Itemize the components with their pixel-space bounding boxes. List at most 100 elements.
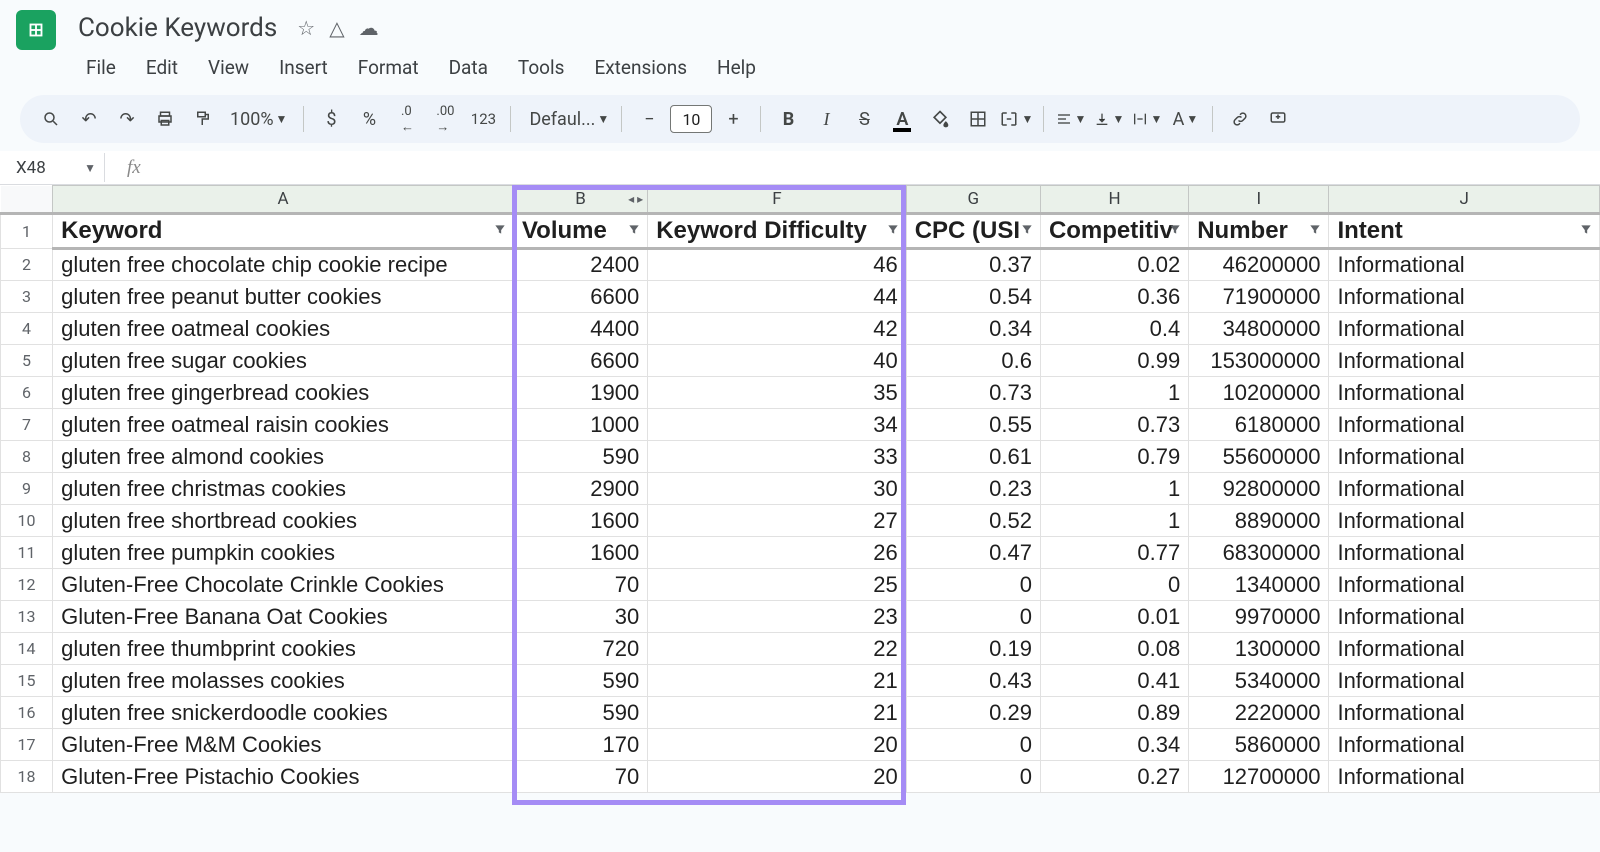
cell[interactable]: 34800000 — [1189, 313, 1329, 345]
cell[interactable]: 4400 — [513, 313, 647, 345]
redo-icon[interactable]: ↷ — [110, 102, 144, 136]
cell[interactable]: 0.43 — [906, 665, 1040, 697]
cell[interactable]: 0.55 — [906, 409, 1040, 441]
row-header[interactable]: 13 — [1, 601, 53, 633]
header-cell-A[interactable]: Keyword — [53, 214, 514, 249]
row-header[interactable]: 14 — [1, 633, 53, 665]
cell[interactable]: 35 — [648, 377, 906, 409]
cell[interactable]: 0 — [906, 569, 1040, 601]
cell[interactable]: Informational — [1329, 281, 1600, 313]
cell[interactable]: 0.73 — [906, 377, 1040, 409]
cell[interactable]: 33 — [648, 441, 906, 473]
menu-view[interactable]: View — [194, 52, 263, 83]
cell[interactable]: 42 — [648, 313, 906, 345]
menu-format[interactable]: Format — [344, 52, 433, 83]
cell[interactable]: gluten free molasses cookies — [53, 665, 514, 697]
cell[interactable]: Gluten-Free Pistachio Cookies — [53, 761, 514, 793]
menu-edit[interactable]: Edit — [132, 52, 192, 83]
row-header[interactable]: 16 — [1, 697, 53, 729]
cell[interactable]: 6600 — [513, 345, 647, 377]
cell[interactable]: 0.34 — [1040, 729, 1188, 761]
v-align-icon[interactable]: ▼ — [1092, 102, 1126, 136]
cell[interactable]: 46200000 — [1189, 249, 1329, 281]
header-cell-B[interactable]: Volume — [513, 214, 647, 249]
cell[interactable]: Gluten-Free Banana Oat Cookies — [53, 601, 514, 633]
col-header-H[interactable]: H — [1040, 186, 1188, 214]
cell[interactable]: Informational — [1329, 633, 1600, 665]
row-header[interactable]: 5 — [1, 345, 53, 377]
filter-icon[interactable] — [1579, 223, 1593, 240]
formula-input[interactable] — [151, 153, 1600, 182]
cell[interactable]: 1900 — [513, 377, 647, 409]
cell[interactable]: 1000 — [513, 409, 647, 441]
filter-icon[interactable] — [493, 223, 507, 240]
cell[interactable]: gluten free oatmeal cookies — [53, 313, 514, 345]
cell[interactable]: 0 — [906, 761, 1040, 793]
cell[interactable]: 46 — [648, 249, 906, 281]
header-cell-G[interactable]: CPC (USI — [906, 214, 1040, 249]
cell[interactable]: 25 — [648, 569, 906, 601]
header-cell-I[interactable]: Number — [1189, 214, 1329, 249]
cell[interactable]: 20 — [648, 761, 906, 793]
cell[interactable]: 0.79 — [1040, 441, 1188, 473]
cell[interactable]: 0.6 — [906, 345, 1040, 377]
cell[interactable]: 0.54 — [906, 281, 1040, 313]
cell[interactable]: Informational — [1329, 409, 1600, 441]
row-header[interactable]: 1 — [1, 214, 53, 249]
cell[interactable]: 55600000 — [1189, 441, 1329, 473]
cell[interactable]: 0.08 — [1040, 633, 1188, 665]
cell[interactable]: 0 — [906, 729, 1040, 761]
rotate-icon[interactable]: A▼ — [1168, 102, 1202, 136]
cell[interactable]: 0.01 — [1040, 601, 1188, 633]
row-header[interactable]: 10 — [1, 505, 53, 537]
cell[interactable]: 2900 — [513, 473, 647, 505]
cell[interactable]: 30 — [513, 601, 647, 633]
star-icon[interactable]: ☆ — [297, 16, 315, 40]
row-header[interactable]: 9 — [1, 473, 53, 505]
strikethrough-icon[interactable]: S — [847, 102, 881, 136]
font-select[interactable]: Defaul...▼ — [521, 109, 611, 130]
cell[interactable]: 71900000 — [1189, 281, 1329, 313]
cell[interactable]: Informational — [1329, 665, 1600, 697]
cell[interactable]: Informational — [1329, 473, 1600, 505]
row-header[interactable]: 18 — [1, 761, 53, 793]
move-icon[interactable]: △ — [329, 16, 344, 40]
row-header[interactable]: 11 — [1, 537, 53, 569]
sheets-logo[interactable] — [16, 10, 56, 50]
cell[interactable]: 6180000 — [1189, 409, 1329, 441]
row-header[interactable]: 12 — [1, 569, 53, 601]
filter-icon[interactable] — [886, 223, 900, 240]
filter-icon[interactable] — [627, 223, 641, 240]
cell[interactable]: 10200000 — [1189, 377, 1329, 409]
cell[interactable]: 0.19 — [906, 633, 1040, 665]
menu-data[interactable]: Data — [435, 52, 502, 83]
cell[interactable]: Informational — [1329, 377, 1600, 409]
cell[interactable]: gluten free chocolate chip cookie recipe — [53, 249, 514, 281]
fill-color-icon[interactable] — [923, 102, 957, 136]
menu-insert[interactable]: Insert — [265, 52, 342, 83]
increase-font-icon[interactable]: + — [716, 102, 750, 136]
cell[interactable]: gluten free shortbread cookies — [53, 505, 514, 537]
cell[interactable]: 0.4 — [1040, 313, 1188, 345]
cell[interactable]: Informational — [1329, 249, 1600, 281]
cell[interactable]: 26 — [648, 537, 906, 569]
col-header-J[interactable]: J — [1329, 186, 1600, 214]
cell[interactable]: 2400 — [513, 249, 647, 281]
italic-icon[interactable]: I — [809, 102, 843, 136]
col-header-B[interactable]: B◂ ▸ — [513, 186, 647, 214]
cell[interactable]: 0.29 — [906, 697, 1040, 729]
cell[interactable]: gluten free peanut butter cookies — [53, 281, 514, 313]
font-size-input[interactable]: 10 — [670, 105, 712, 133]
name-box[interactable]: X48 ▼ — [8, 158, 104, 178]
row-header[interactable]: 6 — [1, 377, 53, 409]
cell[interactable]: 20 — [648, 729, 906, 761]
cell[interactable]: 5340000 — [1189, 665, 1329, 697]
cell[interactable]: Informational — [1329, 505, 1600, 537]
filter-icon[interactable] — [1308, 223, 1322, 240]
zoom-select[interactable]: 100%▼ — [224, 109, 293, 130]
cell[interactable]: gluten free thumbprint cookies — [53, 633, 514, 665]
cell[interactable]: 0.41 — [1040, 665, 1188, 697]
cell[interactable]: 720 — [513, 633, 647, 665]
print-icon[interactable] — [148, 102, 182, 136]
undo-icon[interactable]: ↶ — [72, 102, 106, 136]
